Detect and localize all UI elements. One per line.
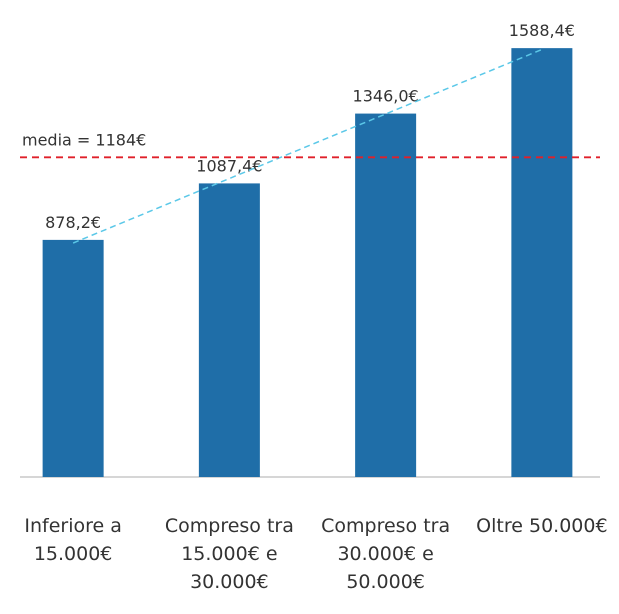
- plot: 878,2€ 1087,4€ 1346,0€ 1588,4€ media = 1184€: [20, 21, 600, 478]
- x-tick-label: Inferiore a 15.000€: [24, 515, 122, 565]
- value-label: 1588,4€: [509, 21, 575, 40]
- value-label: 1346,0€: [353, 87, 419, 106]
- bar: [511, 48, 573, 478]
- bar: [42, 239, 104, 477]
- x-tick-label: Compreso tra 15.000€ e 30.000€: [164, 515, 294, 593]
- value-label: 1087,4€: [196, 156, 262, 175]
- bar: [355, 113, 417, 477]
- x-tick-label: Compreso tra 30.000€ e 50.000€: [321, 515, 451, 593]
- x-tick-label: Oltre 50.000€: [476, 515, 608, 537]
- reference-label: media = 1184€: [22, 130, 146, 149]
- bar: [198, 183, 260, 478]
- value-label: 878,2€: [45, 213, 101, 232]
- trendline: [72, 48, 543, 244]
